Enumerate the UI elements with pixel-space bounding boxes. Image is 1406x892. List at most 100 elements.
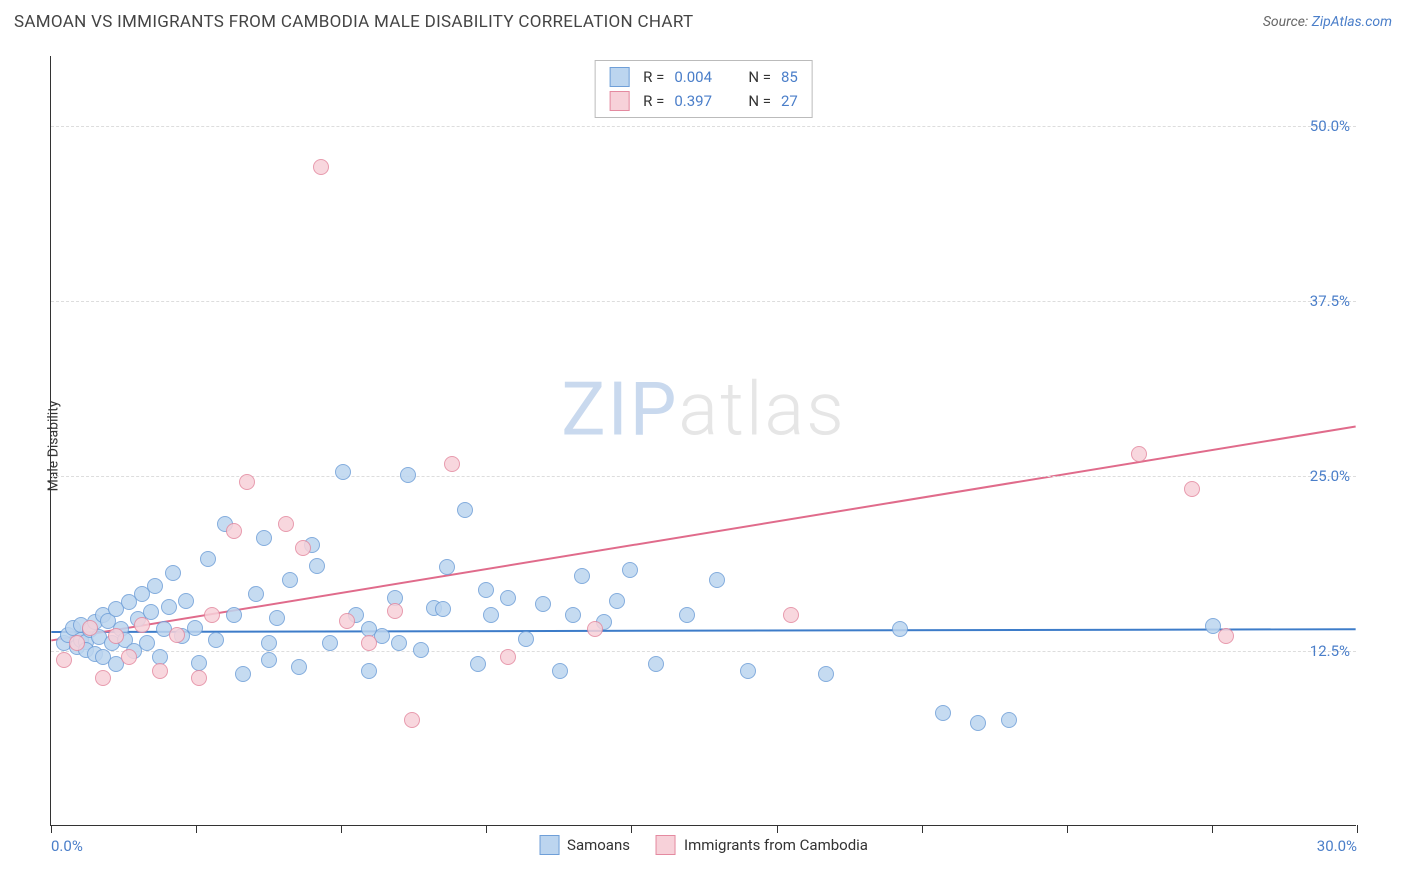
x-tick — [922, 825, 923, 833]
scatter-point — [191, 655, 207, 671]
scatter-point — [552, 663, 568, 679]
scatter-point — [609, 593, 625, 609]
legend-swatch-1 — [609, 91, 629, 111]
scatter-point — [648, 656, 664, 672]
x-tick — [196, 825, 197, 833]
scatter-point — [256, 530, 272, 546]
scatter-point — [361, 663, 377, 679]
scatter-point — [457, 502, 473, 518]
r-value-1: 0.397 — [674, 92, 728, 110]
scatter-point — [139, 635, 155, 651]
scatter-point — [191, 670, 207, 686]
x-tick — [777, 825, 778, 833]
scatter-point — [187, 620, 203, 636]
scatter-point — [161, 599, 177, 615]
source-prefix: Source: — [1263, 14, 1312, 30]
scatter-point — [709, 572, 725, 588]
scatter-point — [335, 464, 351, 480]
r-label-0: R = — [643, 68, 664, 86]
legend-row-0: R = 0.004 N = 85 — [595, 65, 812, 89]
gridline — [51, 301, 1356, 302]
scatter-point — [200, 551, 216, 567]
n-value-0: 85 — [781, 68, 798, 86]
watermark-atlas: atlas — [678, 366, 845, 453]
scatter-point — [483, 607, 499, 623]
scatter-point — [339, 613, 355, 629]
scatter-point — [152, 663, 168, 679]
n-label-0: N = — [748, 68, 771, 86]
y-tick-label: 50.0% — [1310, 117, 1350, 135]
scatter-point — [169, 627, 185, 643]
scatter-point — [108, 628, 124, 644]
scatter-point — [291, 659, 307, 675]
x-tick — [486, 825, 487, 833]
scatter-point — [444, 456, 460, 472]
scatter-point — [679, 607, 695, 623]
scatter-point — [226, 523, 242, 539]
scatter-point — [121, 649, 137, 665]
scatter-point — [56, 652, 72, 668]
scatter-point — [400, 467, 416, 483]
legend-label-1: Immigrants from Cambodia — [684, 836, 868, 854]
scatter-point — [935, 705, 951, 721]
legend-swatch-0 — [609, 67, 629, 87]
scatter-point — [535, 596, 551, 612]
scatter-point — [248, 586, 264, 602]
scatter-point — [622, 562, 638, 578]
scatter-point — [478, 582, 494, 598]
y-tick-label: 25.0% — [1310, 467, 1350, 485]
scatter-point — [313, 159, 329, 175]
x-tick — [1067, 825, 1068, 833]
scatter-point — [1131, 446, 1147, 462]
legend-item-1: Immigrants from Cambodia — [656, 835, 868, 855]
scatter-chart: ZIPatlas R = 0.004 N = 85 R = 0.397 N = … — [50, 56, 1356, 826]
scatter-point — [269, 610, 285, 626]
scatter-point — [322, 635, 338, 651]
scatter-point — [470, 656, 486, 672]
x-tick — [1357, 825, 1358, 833]
scatter-point — [147, 578, 163, 594]
scatter-point — [404, 712, 420, 728]
scatter-point — [278, 516, 294, 532]
scatter-point — [818, 666, 834, 682]
scatter-point — [439, 559, 455, 575]
x-tick — [51, 825, 52, 833]
chart-header: SAMOAN VS IMMIGRANTS FROM CAMBODIA MALE … — [0, 0, 1406, 44]
scatter-point — [970, 715, 986, 731]
scatter-point — [413, 642, 429, 658]
scatter-point — [95, 670, 111, 686]
scatter-point — [518, 631, 534, 647]
legend-row-1: R = 0.397 N = 27 — [595, 89, 812, 113]
x-tick — [631, 825, 632, 833]
trend-line — [51, 427, 1355, 641]
scatter-point — [387, 603, 403, 619]
x-tick-label-min: 0.0% — [51, 837, 83, 855]
scatter-point — [165, 565, 181, 581]
scatter-point — [204, 607, 220, 623]
scatter-point — [178, 593, 194, 609]
legend-correlation: R = 0.004 N = 85 R = 0.397 N = 27 — [594, 60, 813, 118]
scatter-point — [295, 540, 311, 556]
trend-lines — [51, 56, 1356, 825]
source-attribution: Source: ZipAtlas.com — [1263, 14, 1392, 30]
y-tick-label: 12.5% — [1310, 642, 1350, 660]
scatter-point — [435, 601, 451, 617]
scatter-point — [309, 558, 325, 574]
scatter-point — [740, 663, 756, 679]
source-link[interactable]: ZipAtlas.com — [1312, 14, 1392, 30]
scatter-point — [134, 617, 150, 633]
scatter-point — [1001, 712, 1017, 728]
scatter-point — [69, 635, 85, 651]
trend-line — [51, 629, 1355, 632]
r-value-0: 0.004 — [674, 68, 728, 86]
scatter-point — [1184, 481, 1200, 497]
scatter-point — [235, 666, 251, 682]
scatter-point — [500, 649, 516, 665]
scatter-point — [565, 607, 581, 623]
n-value-1: 27 — [781, 92, 798, 110]
scatter-point — [226, 607, 242, 623]
chart-title: SAMOAN VS IMMIGRANTS FROM CAMBODIA MALE … — [14, 12, 693, 32]
x-tick — [1212, 825, 1213, 833]
r-label-1: R = — [643, 92, 664, 110]
scatter-point — [82, 620, 98, 636]
